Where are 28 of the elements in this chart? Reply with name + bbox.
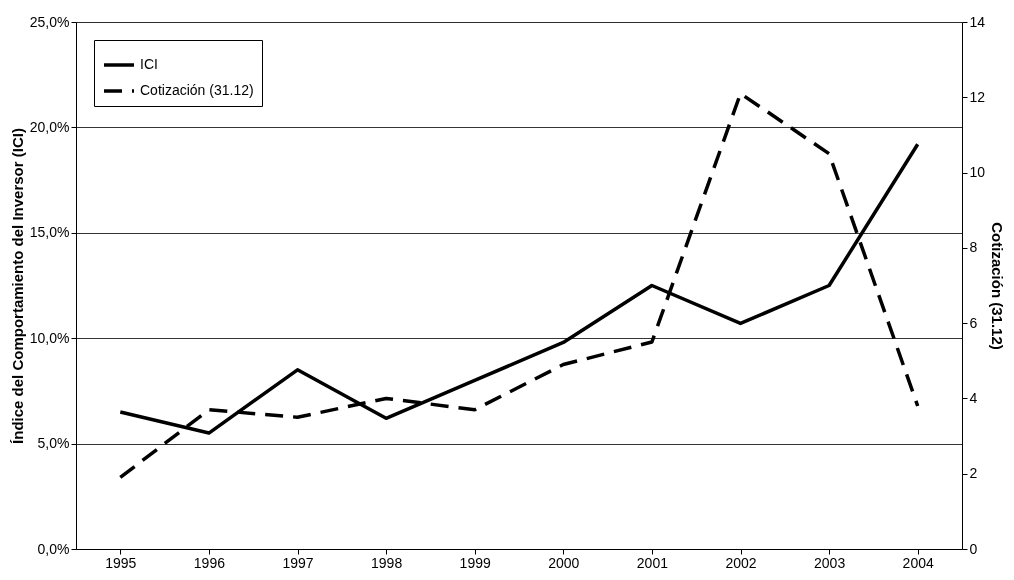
y2-tick-label: 14 (969, 13, 986, 30)
y2-axis-title: Cotización (31.12) (989, 222, 1007, 350)
legend-label: Cotización (31.12) (140, 82, 254, 98)
x-tick-label: 1999 (459, 554, 491, 571)
x-tick-label: 1998 (371, 554, 403, 571)
y2-tick-label: 4 (969, 389, 978, 406)
x-tick-label: 2003 (814, 554, 846, 571)
x-tick-label: 1995 (105, 554, 137, 571)
legend-label: ICI (140, 56, 158, 72)
y-tick-label: 25,0% (29, 13, 70, 30)
y2-tick-label: 10 (969, 164, 986, 181)
x-tick-label: 1997 (282, 554, 314, 571)
x-tick-label: 1996 (193, 554, 226, 571)
y-tick-label: 0,0% (37, 540, 70, 557)
y-tick-label: 15,0% (29, 224, 70, 241)
y2-tick-label: 6 (969, 314, 978, 331)
y2-tick-label: 2 (969, 465, 978, 482)
y-tick-label: 5,0% (37, 435, 70, 452)
x-tick-label: 2001 (636, 554, 669, 571)
x-tick-label: 2004 (902, 554, 934, 571)
y-tick-label: 20,0% (29, 118, 70, 135)
y2-tick-label: 0 (969, 540, 978, 557)
y2-tick-label: 12 (969, 88, 986, 105)
y-axis-title: Índice del Comportamiento del Inversor (ICI) (8, 128, 26, 444)
x-tick-label: 2000 (548, 554, 580, 571)
y2-tick-label: 8 (969, 239, 978, 256)
y-tick-label: 10,0% (29, 329, 70, 346)
x-tick-label: 2002 (725, 554, 757, 571)
